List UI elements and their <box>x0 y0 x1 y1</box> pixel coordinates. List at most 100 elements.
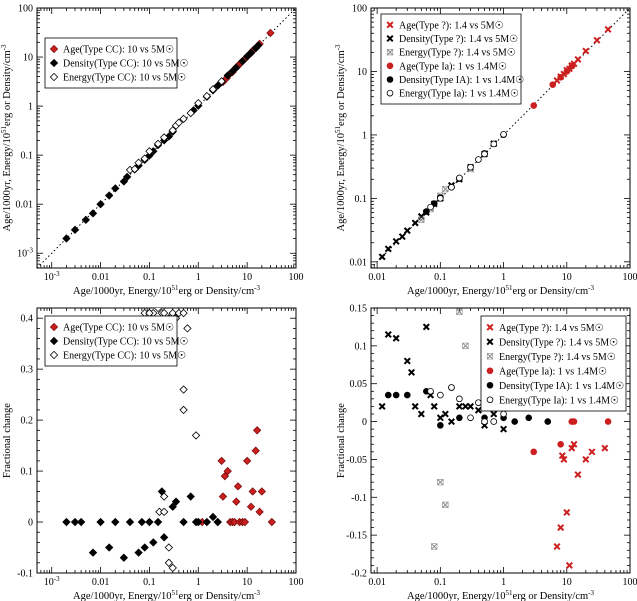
legend-label: Energy(Type ?): 1.4 vs 5M☉ <box>499 352 616 363</box>
data-point <box>441 410 449 418</box>
y-tick-label: 10 <box>357 67 367 78</box>
data-point <box>238 57 247 66</box>
legend-label: Energy(Type CC): 10 vs 5M☉ <box>63 73 186 84</box>
y-tick-label: 0.1 <box>21 467 34 478</box>
series-diamond-red <box>197 426 276 527</box>
data-point <box>179 114 188 123</box>
data-point <box>437 391 444 399</box>
data-point <box>500 425 508 433</box>
data-point <box>88 548 98 557</box>
data-point <box>530 102 538 109</box>
y-tick-label: 100 <box>18 4 33 15</box>
data-point <box>220 472 230 481</box>
data-point <box>183 324 192 333</box>
y-tick-label: 0.01 <box>350 257 368 268</box>
y-tick-label: -0.05 <box>346 455 367 466</box>
data-point <box>179 308 188 318</box>
legend-marker <box>49 350 59 360</box>
data-point <box>248 487 257 496</box>
y-tick-label: 0.1 <box>355 341 368 352</box>
data-point <box>417 410 425 418</box>
data-point <box>490 140 498 148</box>
data-point <box>223 71 232 80</box>
legend: Age(Type ?): 1.4 vs 5M☉ Density(Type ?): … <box>380 13 524 105</box>
x-tick-label: 1 <box>501 577 506 588</box>
data-point <box>568 62 576 70</box>
data-point <box>378 402 386 410</box>
y-axis-label: Age/1000yr, Energy/1051erg or Density/cm… <box>334 44 347 232</box>
series-circle-open <box>427 384 507 425</box>
data-point <box>467 402 475 410</box>
data-point <box>179 517 188 527</box>
data-point <box>384 245 392 253</box>
legend-label: Age(Type CC): 10 vs 5M☉ <box>63 323 174 334</box>
data-point <box>423 208 430 215</box>
legend-marker <box>49 58 59 68</box>
legend-marker <box>386 62 394 70</box>
data-point <box>191 431 201 440</box>
data-point <box>266 28 275 38</box>
data-point <box>171 497 181 506</box>
x-tick-label: 0.1 <box>143 272 156 283</box>
y-tick-label: -0.2 <box>351 569 367 580</box>
data-point <box>153 308 163 313</box>
data-point <box>81 215 91 224</box>
data-point <box>194 517 203 527</box>
data-point <box>422 323 430 331</box>
x-tick-label: 10 <box>242 272 252 283</box>
legend: Age(Type CC): 10 vs 5M☉ Density(Type CC):… <box>44 37 189 89</box>
data-point <box>437 422 444 429</box>
data-point <box>378 253 386 261</box>
x-axis-label: Age/1000yr, Energy/1051erg or Density/cm… <box>73 284 261 297</box>
data-point <box>246 48 256 57</box>
data-point <box>240 517 250 527</box>
data-point <box>456 414 463 422</box>
data-point <box>411 219 419 227</box>
data-point <box>403 391 411 399</box>
data-point <box>456 395 463 403</box>
x-tick-label: 10 <box>562 272 572 283</box>
data-point <box>525 414 533 422</box>
x-tick-label: 0.1 <box>434 272 447 283</box>
y-tick-label: 1 <box>362 130 367 141</box>
data-point <box>119 177 129 186</box>
data-point <box>384 330 392 339</box>
data-point <box>159 133 169 142</box>
data-point <box>604 418 612 425</box>
x-axis-label: Age/1000yr, Energy/1051erg or Density/cm… <box>407 284 595 297</box>
y-tick-label: 0 <box>362 417 367 428</box>
data-points <box>62 28 275 243</box>
x-tick-label: 1 <box>196 577 201 588</box>
y-tick-label: 10 <box>23 53 33 64</box>
data-point <box>565 561 573 569</box>
data-point <box>431 543 438 550</box>
data-point <box>140 154 149 163</box>
data-point <box>251 446 260 455</box>
x-tick-label: 0.01 <box>368 577 386 588</box>
x-tick-label: 0.01 <box>368 272 386 283</box>
y-axis-label: Age/1000yr, Energy/1051erg or Density/cm… <box>0 44 13 232</box>
data-point <box>179 405 188 415</box>
data-point <box>159 492 169 501</box>
data-point <box>62 234 71 243</box>
plot-frame <box>36 7 297 269</box>
data-point <box>119 553 129 562</box>
legend-label: Age(Type CC): 10 vs 5M☉ <box>63 45 174 56</box>
data-point <box>140 543 149 552</box>
data-point <box>448 183 455 191</box>
data-point <box>213 517 222 527</box>
data-point <box>582 455 590 463</box>
legend-label: Age(Type Ia): 1 vs 1.4M☉ <box>399 61 507 72</box>
y-tick-label: -0.15 <box>346 531 367 542</box>
data-point <box>232 63 241 72</box>
data-point <box>500 410 507 418</box>
y-axis: 10-3 0.01 0.1 1 10 100 <box>16 4 296 269</box>
legend-label: Density(Type ?): 1.4 vs 5M☉ <box>499 337 618 348</box>
data-point <box>164 543 174 552</box>
y-axis-label: Fractional change <box>336 403 347 478</box>
data-point <box>186 108 195 118</box>
data-point <box>574 55 582 63</box>
legend-marker <box>49 322 59 332</box>
y-tick-label: 0.2 <box>21 416 34 427</box>
data-point <box>544 418 552 425</box>
